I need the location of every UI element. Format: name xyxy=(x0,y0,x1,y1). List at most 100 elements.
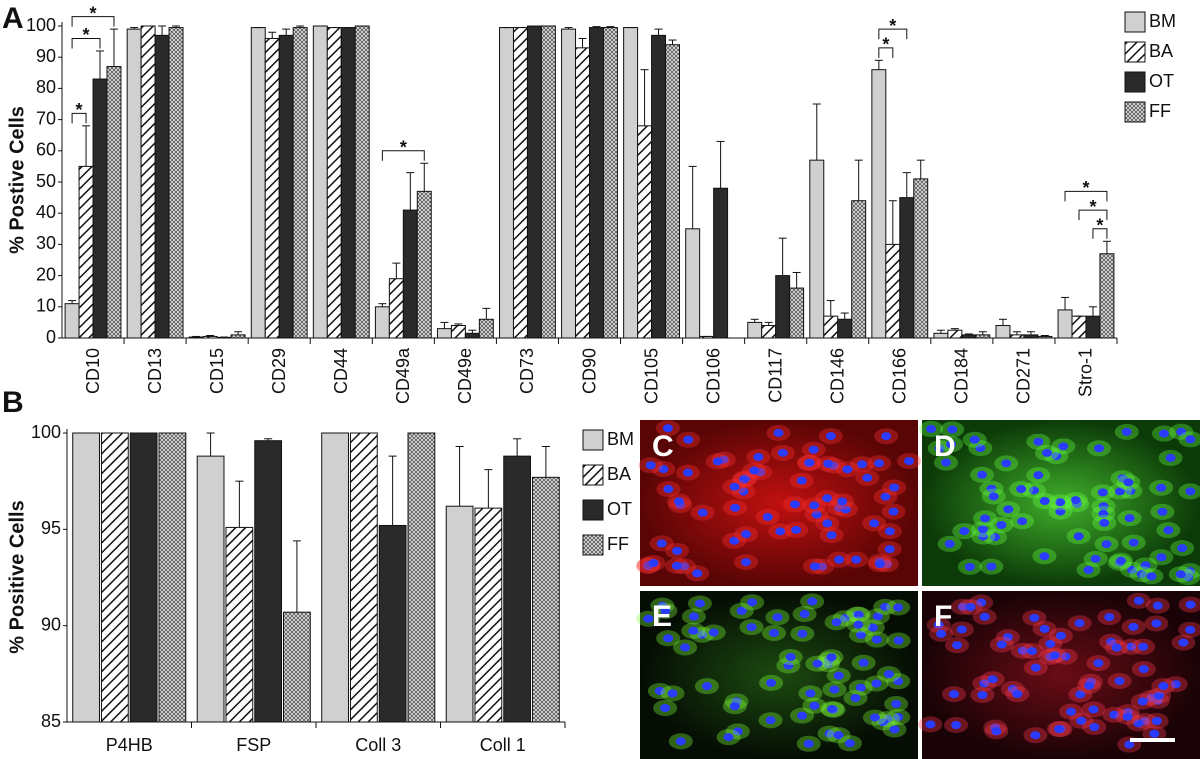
nucleus xyxy=(797,629,808,638)
y-tick-label: 40 xyxy=(36,202,56,222)
bar xyxy=(665,44,680,339)
bar xyxy=(354,25,370,339)
error-bar xyxy=(406,172,415,211)
nucleus xyxy=(741,530,752,539)
nucleus xyxy=(1039,552,1050,561)
nucleus xyxy=(740,558,751,567)
error-bar xyxy=(688,165,697,229)
nucleus xyxy=(826,531,837,540)
nucleus xyxy=(785,653,796,662)
nucleus xyxy=(1030,663,1041,672)
nucleus xyxy=(791,525,802,534)
significance-bracket xyxy=(878,28,908,40)
error-bar xyxy=(454,323,463,326)
error-bar xyxy=(82,125,91,167)
legend-label: OT xyxy=(607,499,632,519)
nucleus xyxy=(1055,498,1066,507)
nucleus xyxy=(1073,532,1084,541)
nucleus xyxy=(662,424,673,433)
error-bar xyxy=(206,432,215,457)
nucleus xyxy=(1045,639,1056,648)
bar xyxy=(474,507,503,723)
bar xyxy=(64,303,80,339)
nucleus xyxy=(871,635,882,644)
legend-label: BM xyxy=(1149,11,1176,31)
nucleus xyxy=(1016,485,1027,494)
nucleus xyxy=(1185,600,1196,609)
bar xyxy=(188,336,204,339)
nucleus xyxy=(1094,444,1105,453)
nucleus xyxy=(1158,429,1169,438)
error-bar xyxy=(578,37,587,48)
nucleus xyxy=(663,485,674,494)
error-bar xyxy=(978,331,987,335)
nucleus xyxy=(1124,514,1135,523)
bar xyxy=(278,34,294,339)
nucleus xyxy=(683,435,694,444)
nucleus xyxy=(990,533,1001,542)
nucleus xyxy=(874,459,885,468)
error-bar xyxy=(420,162,429,192)
nucleus xyxy=(996,520,1007,529)
nucleus xyxy=(1151,717,1162,726)
bar xyxy=(158,432,187,723)
nucleus xyxy=(926,424,937,433)
x-tick-label: CD117 xyxy=(765,348,785,403)
legend-swatch xyxy=(582,499,604,521)
error-bar xyxy=(826,300,835,317)
nucleus xyxy=(827,705,838,714)
nucleus xyxy=(874,560,885,569)
nucleus xyxy=(872,612,883,621)
nucleus xyxy=(1001,459,1012,468)
nucleus xyxy=(812,659,823,668)
nucleus xyxy=(893,636,904,645)
error-bar xyxy=(792,271,801,289)
bar xyxy=(1037,335,1053,339)
nucleus xyxy=(1029,613,1040,622)
error-bar xyxy=(264,438,273,441)
nucleus xyxy=(837,497,848,506)
bar xyxy=(499,27,514,339)
nucleus xyxy=(833,731,844,740)
nucleus xyxy=(1060,652,1071,661)
bar xyxy=(340,27,356,339)
nucleus xyxy=(738,487,749,496)
nucleus xyxy=(996,640,1007,649)
nucleus xyxy=(688,626,699,635)
error-bar xyxy=(812,103,821,161)
error-bar xyxy=(564,27,573,30)
y-tick-label: 100 xyxy=(31,422,61,442)
bar xyxy=(416,190,432,339)
nucleus xyxy=(738,475,749,484)
nucleus xyxy=(697,630,708,639)
bar xyxy=(283,611,311,723)
bar xyxy=(168,27,184,339)
error-bar xyxy=(888,200,897,245)
error-bar xyxy=(484,469,493,509)
bar xyxy=(913,178,929,339)
nucleus xyxy=(869,519,880,528)
nucleus xyxy=(1123,478,1134,487)
nucleus xyxy=(762,512,773,521)
nucleus xyxy=(645,461,656,470)
bar xyxy=(72,432,100,723)
x-tick-label: CD166 xyxy=(890,348,910,404)
nucleus xyxy=(746,623,757,632)
error-bar xyxy=(936,329,945,334)
nucleus xyxy=(712,457,723,466)
legend-label: BA xyxy=(1149,41,1173,61)
nucleus xyxy=(946,440,957,449)
bar xyxy=(106,66,122,339)
nucleus xyxy=(694,599,705,608)
error-bar xyxy=(109,28,118,67)
bar xyxy=(1071,315,1087,339)
significance-bracket xyxy=(878,47,894,58)
bar xyxy=(995,325,1011,339)
bar xyxy=(436,328,452,339)
nucleus xyxy=(1093,659,1104,668)
nucleus xyxy=(893,677,904,686)
significance-star: * xyxy=(882,35,889,55)
nucleus xyxy=(747,598,758,607)
error-bar xyxy=(172,25,181,28)
nucleus xyxy=(1028,486,1039,495)
